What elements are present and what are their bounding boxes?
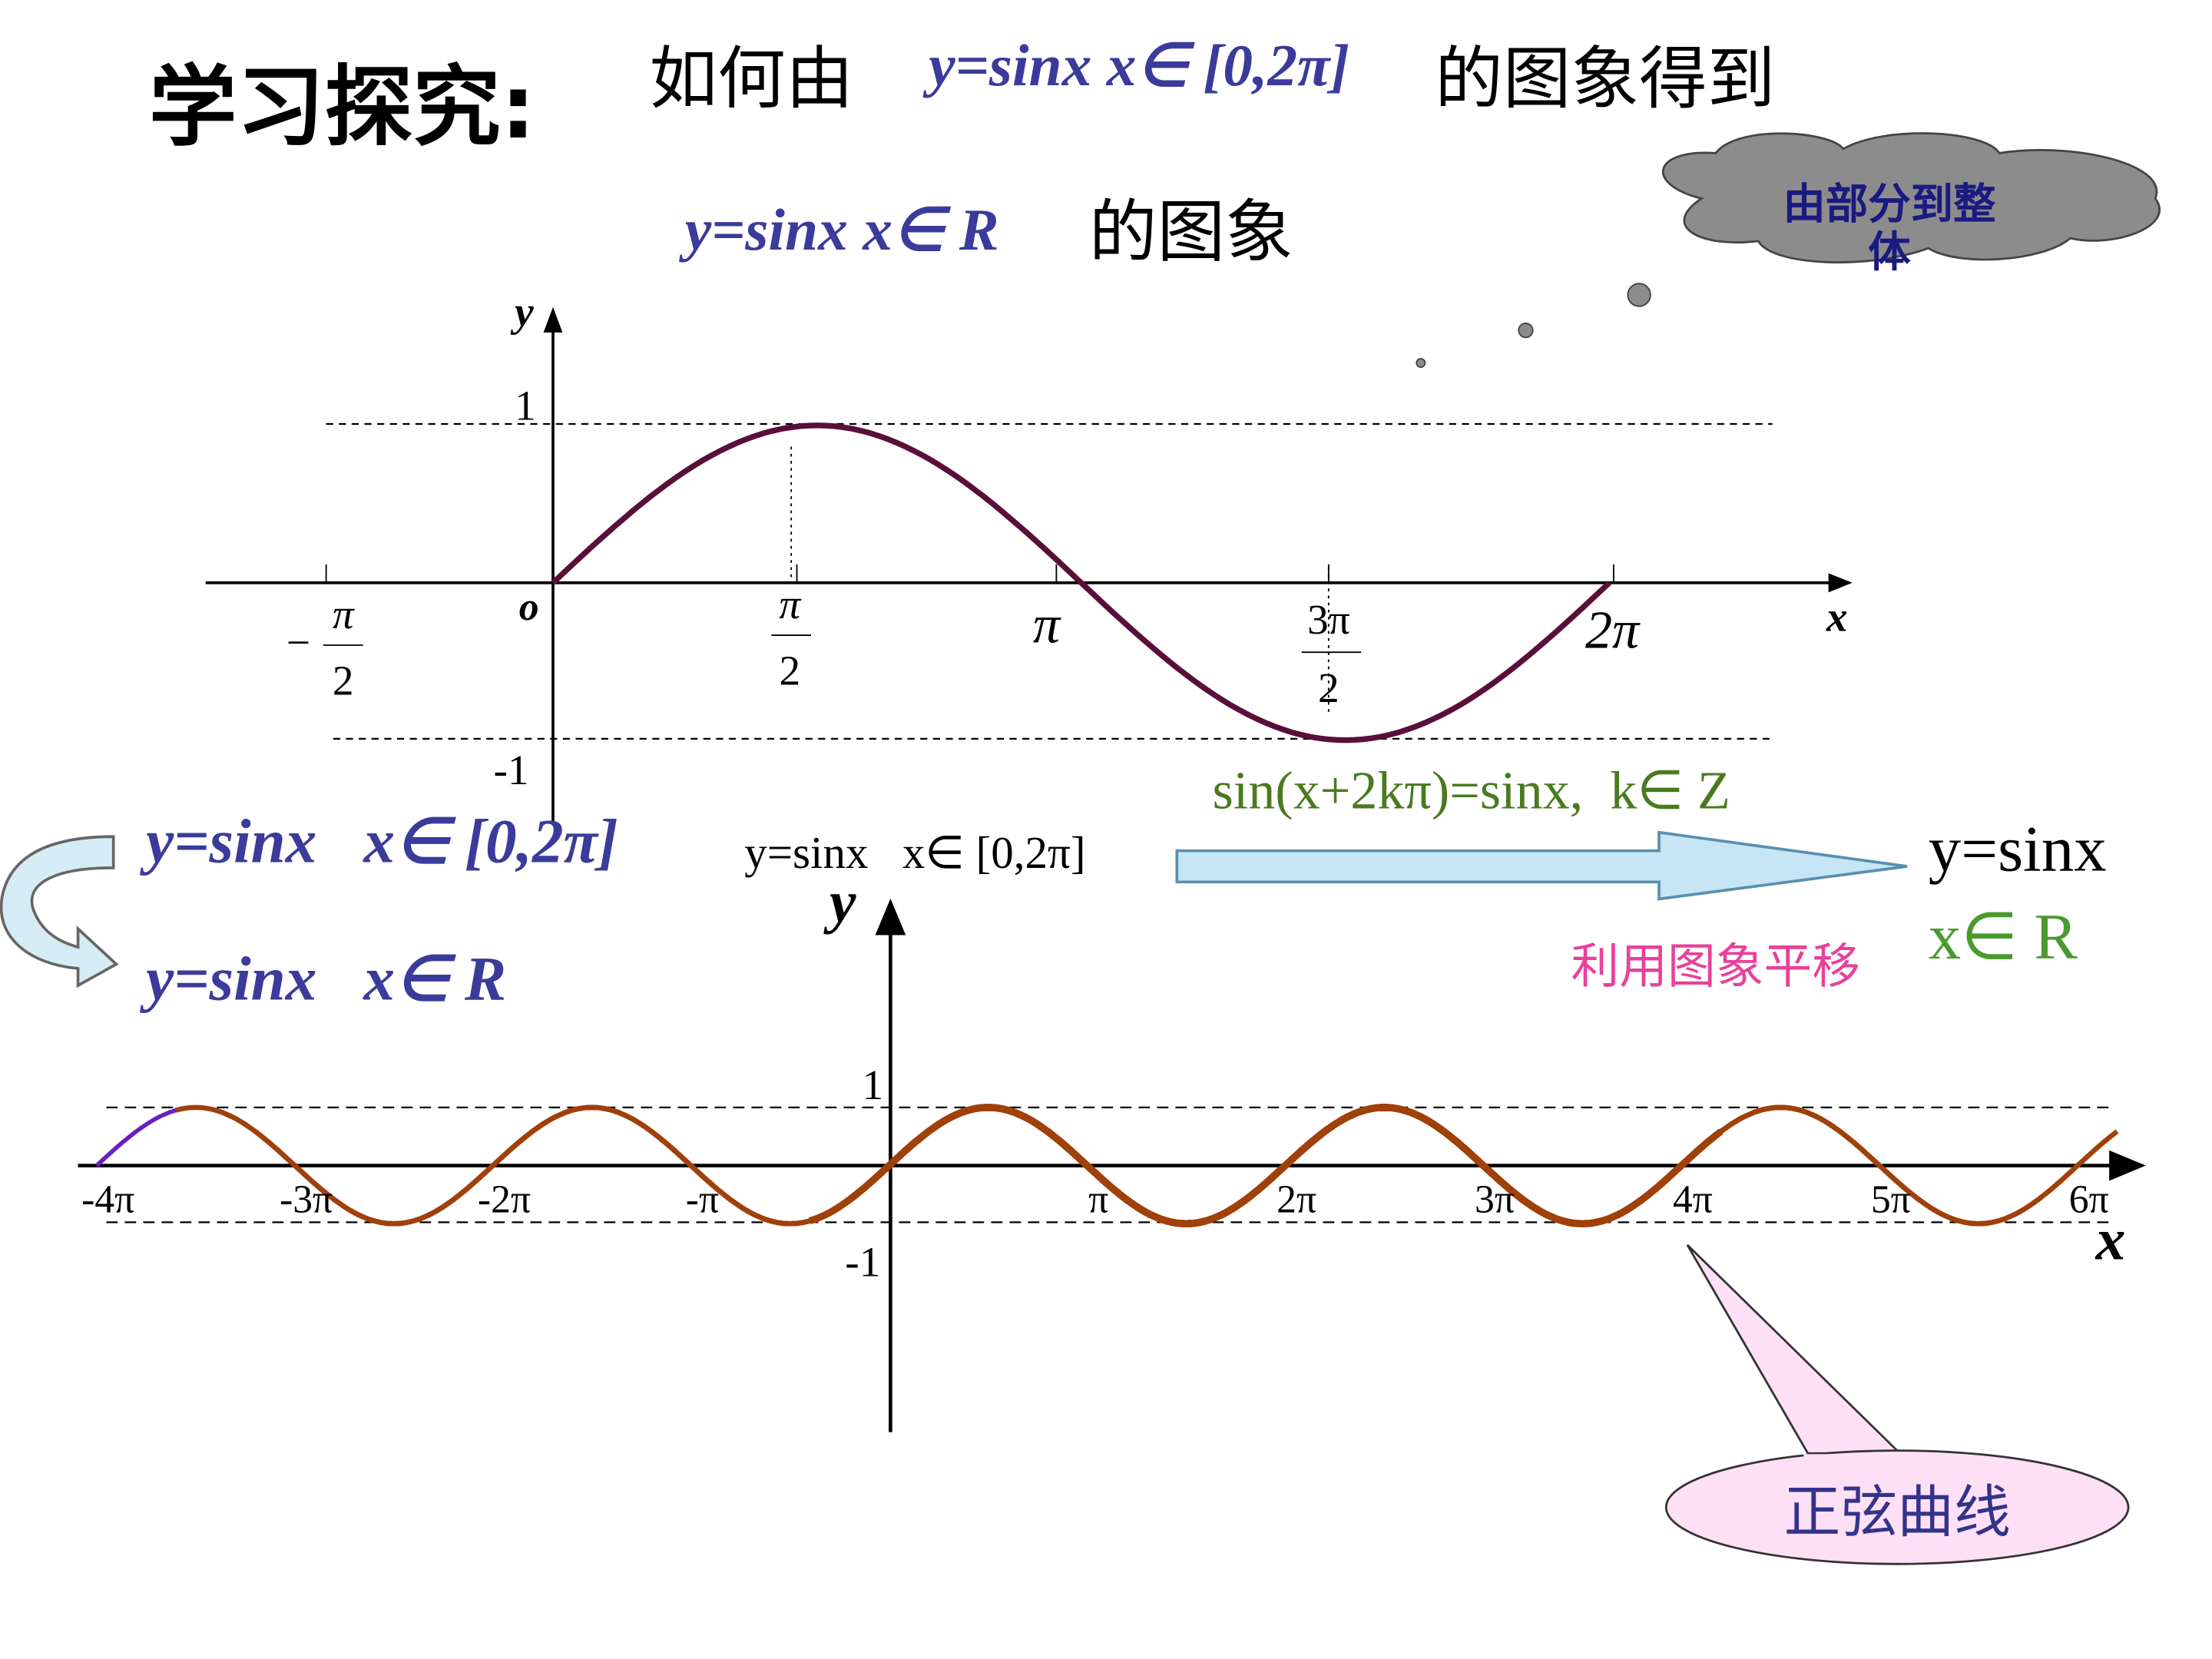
- result-text: x∈ R: [1929, 901, 2078, 973]
- arrowhead: [1828, 573, 1853, 593]
- curved-arrow: [0, 835, 119, 988]
- x-tick-label: 2: [1318, 664, 1339, 711]
- x-tick-label: −: [286, 619, 310, 666]
- cloud-text: 由部分到整体: [1783, 181, 1996, 278]
- x-tick-label: π: [779, 581, 802, 628]
- callout: 正弦曲线: [1664, 1243, 2130, 1565]
- x-tick-label: π: [1033, 594, 1061, 654]
- x-tick-label: 3π: [1307, 596, 1350, 643]
- upper-graph: [205, 306, 1853, 823]
- arrowhead: [2109, 1150, 2146, 1181]
- question-text: 的图象: [1089, 192, 1293, 271]
- result-text: y=sinx: [1929, 813, 2107, 886]
- x-tick-label: 2π: [1585, 601, 1641, 661]
- x-tick-label: 5π: [1871, 1177, 1911, 1221]
- x-tick-label: 6π: [2069, 1177, 2109, 1221]
- title: 学习探究:: [149, 56, 536, 158]
- arrowhead: [875, 898, 906, 935]
- x-tick-label: 2π: [1277, 1177, 1316, 1221]
- step-text: y=sinx x∈ [0,2π]: [139, 806, 618, 876]
- lower-graph: [78, 898, 2146, 1432]
- question-text: 的图象得到: [1435, 39, 1775, 118]
- x-tick-label: 2: [779, 647, 800, 694]
- x-tick-label: -4π: [81, 1177, 134, 1221]
- sine-curve-copy: [1719, 1104, 2119, 1227]
- arrowhead: [543, 306, 563, 333]
- x-tick-label: 2: [333, 657, 354, 704]
- x-tick-label: -3π: [280, 1177, 333, 1221]
- axis-label: y: [510, 289, 534, 336]
- curves: [95, 1104, 2119, 1227]
- question-text: 如何由: [650, 39, 854, 118]
- x-tick-label: 4π: [1673, 1177, 1713, 1221]
- x-tick-label: 3π: [1475, 1177, 1515, 1221]
- origin-label: o: [519, 585, 539, 629]
- step-text: y=sinx x∈ R: [139, 945, 506, 1014]
- question-formula: y=sinx x∈ R: [679, 197, 999, 263]
- axis-label: x: [2095, 1206, 2126, 1272]
- axis-label: x: [1826, 594, 1848, 641]
- big-arrow: [1175, 830, 1908, 901]
- axis-label: y: [823, 869, 856, 935]
- callout-text: 正弦曲线: [1783, 1479, 2010, 1545]
- x-tick-label: π: [333, 591, 356, 637]
- x-tick-label: -2π: [478, 1177, 531, 1221]
- y-tick-label: -1: [845, 1239, 880, 1286]
- y-tick-label: 1: [515, 382, 536, 429]
- thought-cloud: 由部分到整体: [1416, 132, 2161, 369]
- x-tick-label: π: [1088, 1177, 1108, 1221]
- identity: sin(x+2kπ)=sinx, k∈ Z: [1212, 760, 1730, 820]
- y-tick-label: -1: [493, 747, 528, 793]
- y-tick-label: 1: [862, 1061, 883, 1108]
- method-text: 利用图象平移: [1571, 938, 1861, 994]
- x-tick-label: -π: [686, 1177, 719, 1221]
- sine-curve: [551, 422, 1611, 743]
- question-formula: y=sinx x∈ [0,2π]: [922, 32, 1349, 98]
- segment-label: y=sinx x∈ [0,2π]: [744, 827, 1085, 878]
